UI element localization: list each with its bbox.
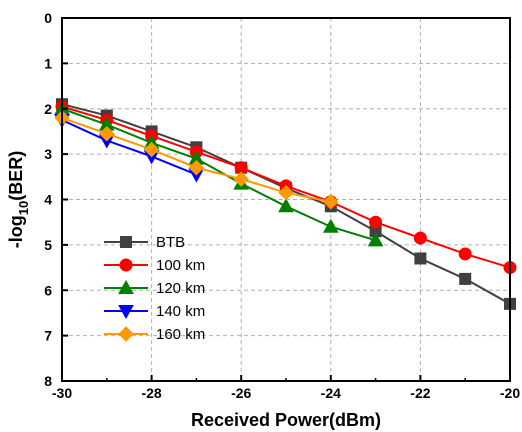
legend: BTB 100 km 120 km 140 km 160 km — [104, 234, 205, 343]
x-tick-label: -26 — [231, 385, 251, 401]
x-tick-label: -30 — [52, 385, 72, 401]
legend-item-160-km: 160 km — [104, 326, 205, 343]
series-160-km — [54, 110, 339, 210]
grid-lines — [62, 18, 510, 381]
legend-marker — [119, 258, 133, 272]
data-point-120-km — [367, 232, 384, 247]
data-point-btb — [459, 272, 472, 285]
data-point-160-km — [233, 171, 249, 187]
data-point-120-km — [322, 218, 339, 233]
x-tick-label: -20 — [500, 385, 520, 401]
series-line-140-km — [61, 119, 197, 176]
legend-item-btb: BTB — [104, 234, 185, 251]
data-point-btb — [414, 252, 427, 265]
y-tick-label: 7 — [44, 328, 52, 344]
y-axis-title: -log10(BER) — [6, 151, 31, 248]
x-tick-label: -28 — [141, 385, 161, 401]
data-point-100-km — [369, 215, 383, 229]
data-point-100-km — [413, 231, 427, 245]
x-tick-label: -22 — [410, 385, 430, 401]
y-axis-title-post: (BER) — [6, 151, 26, 201]
legend-label: 100 km — [156, 257, 205, 274]
axis-ticks — [61, 17, 511, 382]
legend-label: 140 km — [156, 303, 205, 320]
y-axis-title-pre: -log — [6, 215, 26, 248]
data-point-160-km — [188, 160, 205, 176]
legend-marker — [120, 236, 132, 248]
legend-marker — [118, 279, 134, 294]
y-tick-label: 5 — [44, 237, 52, 253]
data-point-160-km — [99, 125, 115, 142]
x-tick-label: -24 — [321, 385, 341, 401]
legend-item-100-km: 100 km — [104, 257, 205, 274]
y-tick-label: 0 — [44, 10, 52, 26]
data-point-120-km — [278, 198, 294, 213]
series-layer — [54, 98, 517, 310]
series-line-120-km — [61, 107, 376, 242]
tick-labels: -30 -28 -26 -24 -22 -20 0 1 2 3 4 5 6 7 8 — [44, 10, 520, 401]
legend-label: BTB — [156, 234, 185, 251]
x-axis-title: Received Power(dBm) — [191, 410, 381, 430]
legend-marker — [118, 305, 134, 320]
data-point-160-km — [323, 194, 339, 210]
legend-marker — [118, 326, 134, 342]
y-tick-label: 3 — [44, 146, 52, 162]
data-point-100-km — [458, 247, 472, 261]
legend-item-120-km: 120 km — [104, 279, 205, 297]
y-axis-title-sub: 10 — [16, 201, 31, 215]
y-tick-label: 1 — [44, 55, 52, 71]
data-point-160-km — [278, 184, 294, 201]
y-tick-label: 2 — [44, 101, 52, 117]
y-tick-label: 6 — [44, 282, 52, 298]
y-tick-label: 8 — [44, 373, 52, 389]
legend-label: 120 km — [156, 280, 205, 297]
data-point-160-km — [143, 141, 160, 158]
series-140-km — [54, 114, 205, 183]
legend-label: 160 km — [156, 326, 205, 343]
legend-item-140-km: 140 km — [104, 303, 205, 320]
y-tick-label: 4 — [44, 192, 52, 208]
